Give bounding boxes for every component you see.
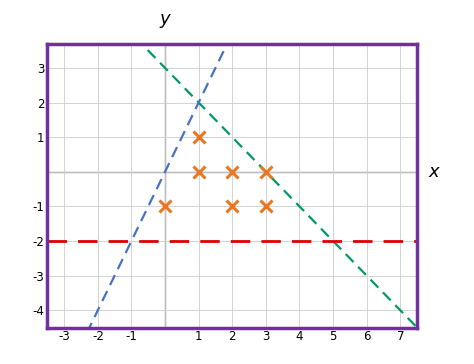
Text: x: x xyxy=(429,163,439,181)
Text: y: y xyxy=(160,10,170,28)
